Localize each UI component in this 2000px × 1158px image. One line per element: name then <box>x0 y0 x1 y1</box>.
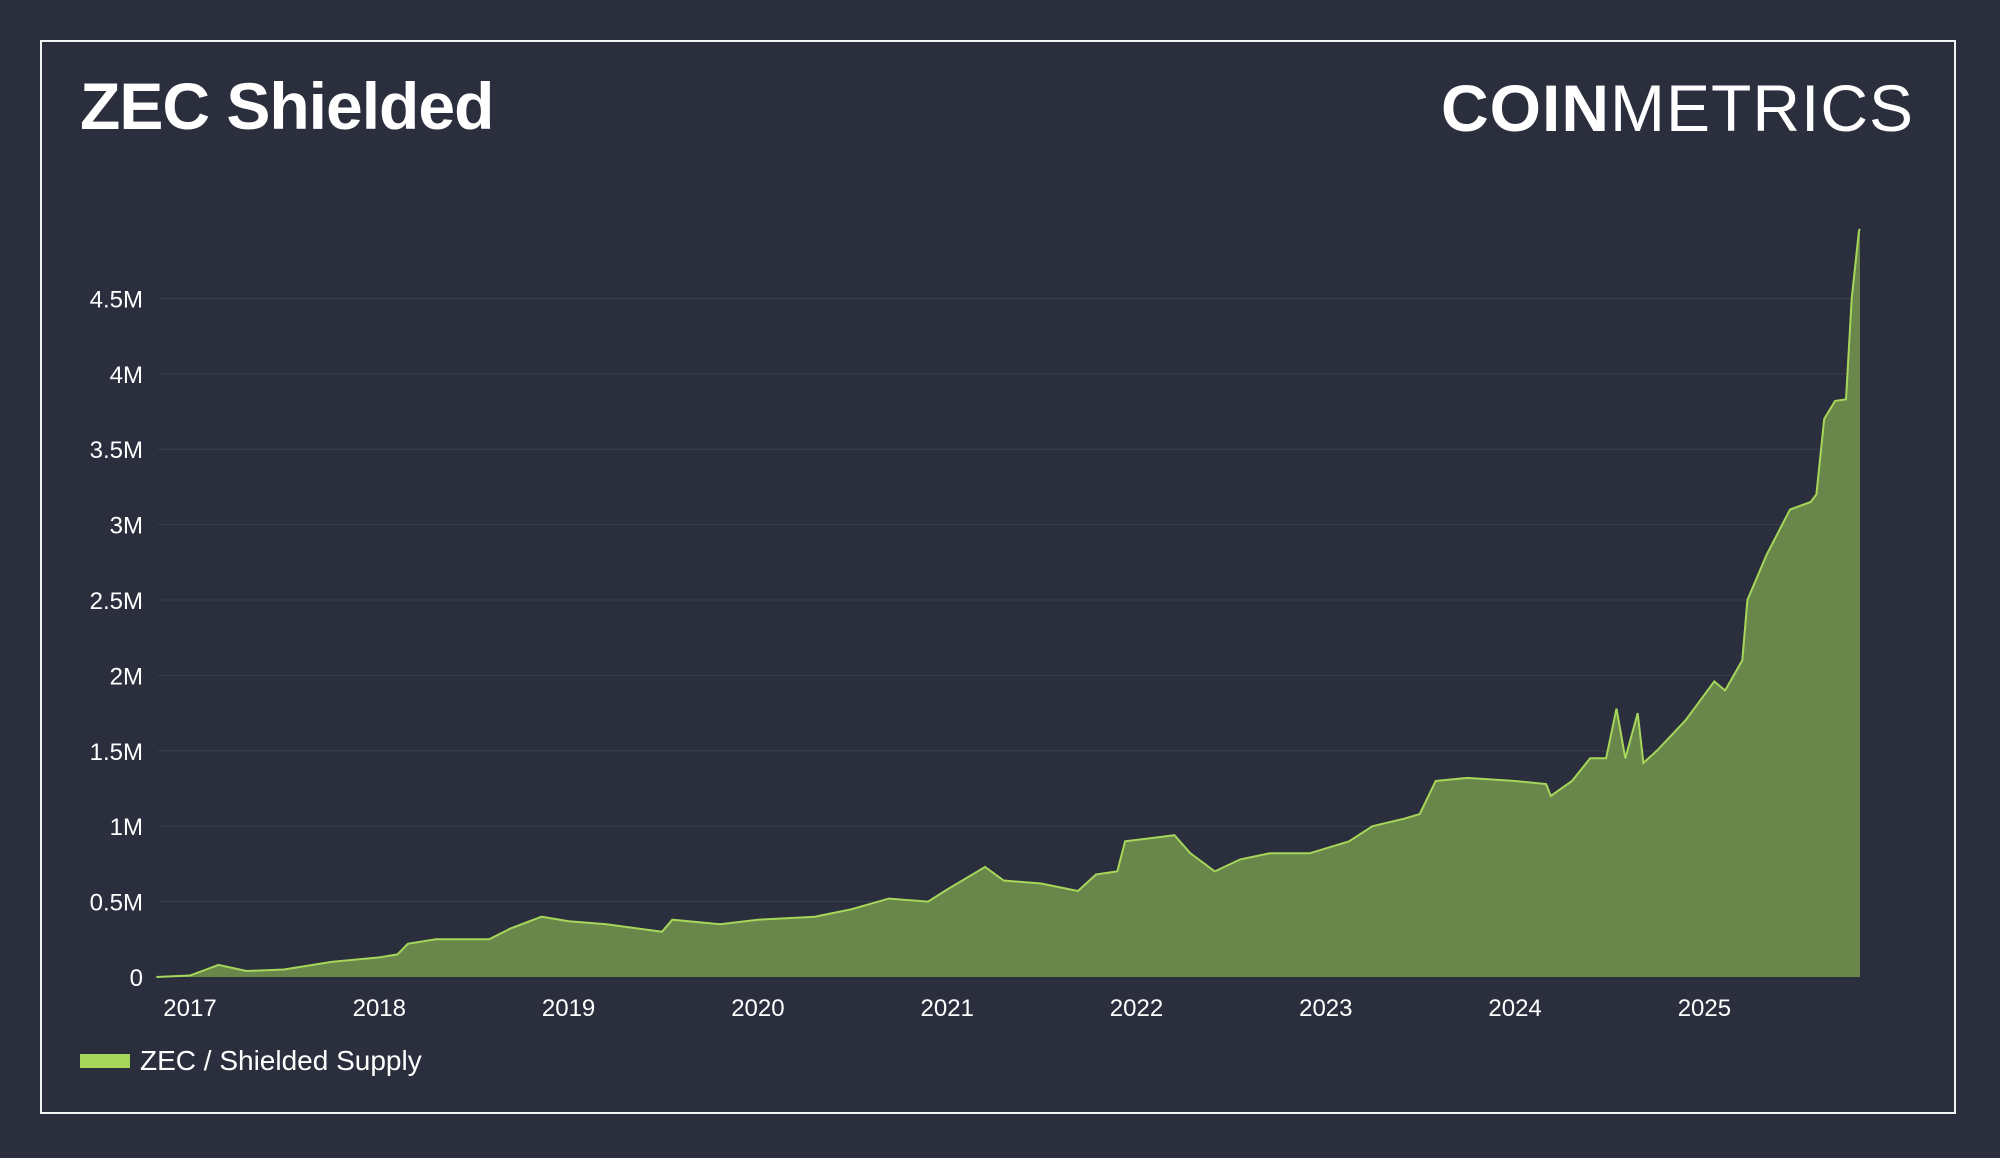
y-tick-label: 2.5M <box>90 588 143 615</box>
legend-label: ZEC / Shielded Supply <box>140 1045 422 1076</box>
x-tick-label: 2020 <box>731 995 784 1022</box>
x-tick-label: 2024 <box>1488 995 1541 1022</box>
x-tick-label: 2025 <box>1678 995 1731 1022</box>
x-tick-label: 2022 <box>1110 995 1163 1022</box>
y-tick-label: 0 <box>130 965 143 992</box>
y-tick-label: 3.5M <box>90 437 143 464</box>
x-tick-label: 2018 <box>353 995 406 1022</box>
series-area <box>156 229 1860 977</box>
y-tick-label: 4.5M <box>90 286 143 313</box>
y-tick-label: 1M <box>110 814 143 841</box>
x-tick-label: 2017 <box>163 995 216 1022</box>
y-tick-label: 3M <box>110 513 143 540</box>
series-line <box>156 228 1861 978</box>
chart-title: ZEC Shielded <box>80 69 494 143</box>
x-tick-label: 2023 <box>1299 995 1352 1022</box>
chart-frame <box>40 40 1956 1114</box>
y-tick-label: 4M <box>110 362 143 389</box>
legend-swatch <box>80 1054 130 1068</box>
x-tick-label: 2019 <box>542 995 595 1022</box>
y-tick-label: 0.5M <box>90 890 143 917</box>
legend: ZEC / Shielded Supply <box>80 1045 422 1077</box>
coinmetrics-logo: COINMETRICS <box>1441 71 1914 145</box>
x-tick-label: 2021 <box>921 995 974 1022</box>
y-tick-label: 1.5M <box>90 739 143 766</box>
y-tick-label: 2M <box>110 663 143 690</box>
